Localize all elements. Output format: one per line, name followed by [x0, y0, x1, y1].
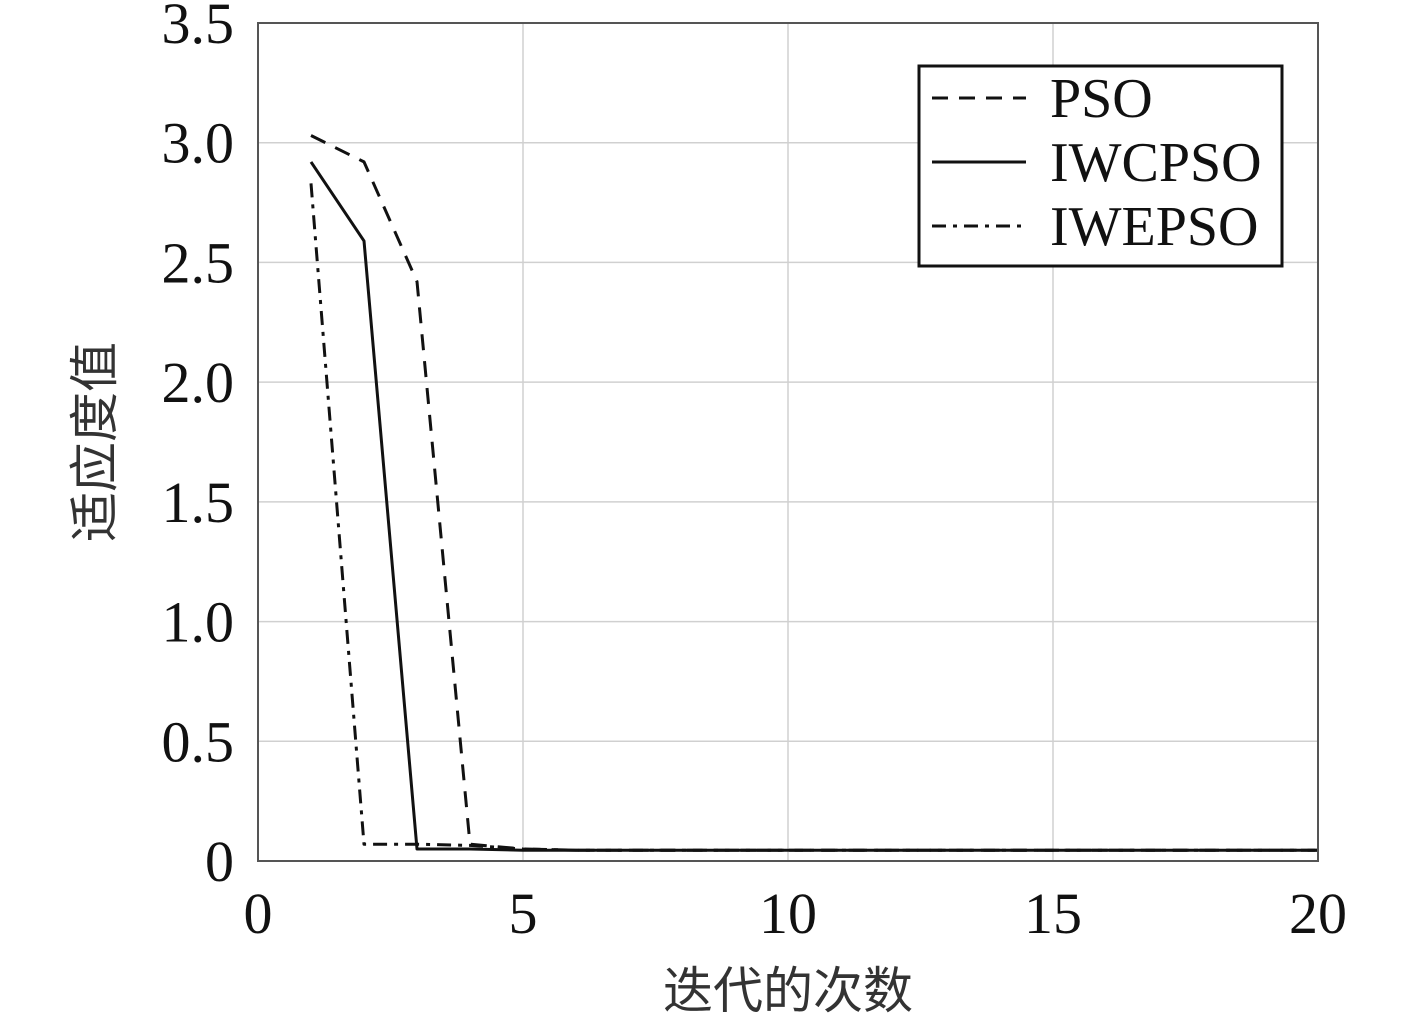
- y-axis-title: 适应度值: [66, 342, 124, 542]
- x-tick-label: 0: [244, 881, 273, 946]
- x-tick-label: 5: [509, 881, 538, 946]
- y-tick-label: 3.0: [162, 111, 235, 176]
- legend-label-pso: PSO: [1050, 68, 1153, 130]
- y-tick-label: 1.0: [162, 590, 235, 655]
- y-tick-label: 3.5: [162, 0, 235, 56]
- x-tick-label: 20: [1289, 881, 1347, 946]
- series-lines: [309, 134, 1318, 852]
- y-tick-label: 2.0: [162, 350, 235, 415]
- legend-label-iwepso: IWEPSO: [1050, 196, 1258, 258]
- plot-frame: [257, 22, 1319, 862]
- tick-labels: 0 5 10 15 20 0 0.5 1.0 1.5 2.0 2.5 3.0 3.5: [162, 0, 1348, 946]
- y-tick-label: 0.5: [162, 709, 235, 774]
- y-tick-label: 1.5: [162, 470, 235, 535]
- legend-box: [917, 64, 1284, 268]
- x-tick-label: 10: [759, 881, 817, 946]
- legend-label-iwcpso: IWCPSO: [1050, 132, 1262, 194]
- x-tick-label: 15: [1024, 881, 1082, 946]
- y-tick-label: 2.5: [162, 230, 235, 295]
- x-axis-title: 迭代的次数: [663, 962, 913, 1016]
- series-line-iwepso: [309, 183, 1318, 852]
- y-tick-label: 0: [205, 829, 234, 894]
